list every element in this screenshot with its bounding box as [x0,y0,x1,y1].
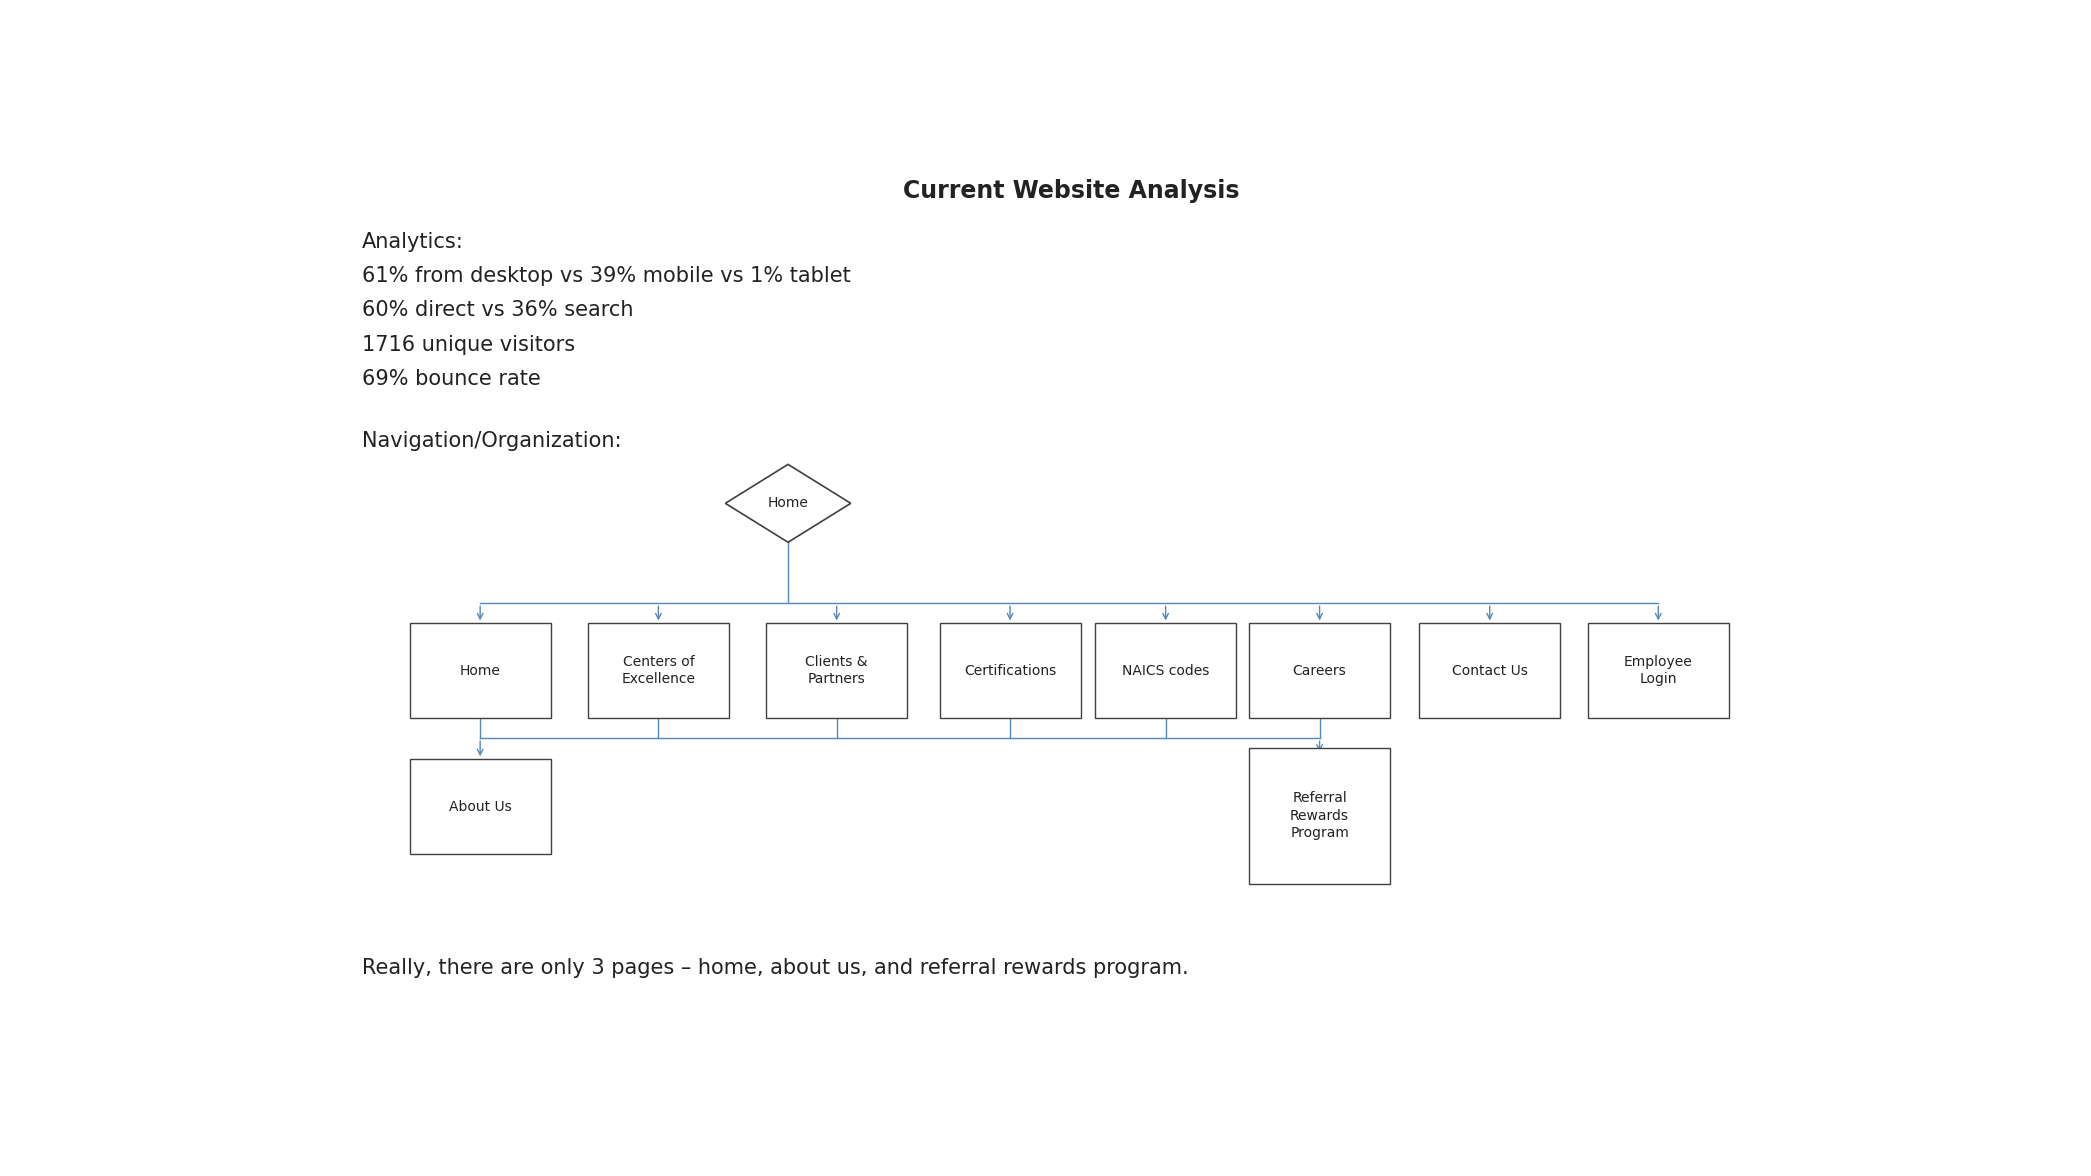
FancyBboxPatch shape [939,623,1081,719]
FancyBboxPatch shape [1248,748,1391,883]
Text: Home: Home [460,663,500,677]
Text: Current Website Analysis: Current Website Analysis [903,179,1240,203]
FancyBboxPatch shape [1248,623,1391,719]
Text: Home: Home [767,496,809,510]
FancyBboxPatch shape [1420,623,1560,719]
Polygon shape [726,465,851,542]
Text: Certifications: Certifications [964,663,1056,677]
Text: Centers of
Excellence: Centers of Excellence [621,655,696,687]
Text: 61% from desktop vs 39% mobile vs 1% tablet: 61% from desktop vs 39% mobile vs 1% tab… [362,266,851,286]
Text: Clients &
Partners: Clients & Partners [805,655,868,687]
FancyBboxPatch shape [765,623,907,719]
Text: 1716 unique visitors: 1716 unique visitors [362,335,575,355]
Text: Analytics:: Analytics: [362,232,464,252]
FancyBboxPatch shape [1096,623,1236,719]
Text: Navigation/Organization:: Navigation/Organization: [362,430,621,450]
FancyBboxPatch shape [588,623,730,719]
Text: 60% direct vs 36% search: 60% direct vs 36% search [362,301,634,321]
FancyBboxPatch shape [410,760,550,854]
Text: Employee
Login: Employee Login [1625,655,1692,687]
Text: About Us: About Us [450,800,512,814]
Text: 69% bounce rate: 69% bounce rate [362,369,542,389]
Text: NAICS codes: NAICS codes [1123,663,1209,677]
Text: Contact Us: Contact Us [1451,663,1529,677]
Text: Careers: Careers [1292,663,1347,677]
FancyBboxPatch shape [410,623,550,719]
FancyBboxPatch shape [1587,623,1729,719]
Text: Really, there are only 3 pages – home, about us, and referral rewards program.: Really, there are only 3 pages – home, a… [362,958,1188,978]
Text: Referral
Rewards
Program: Referral Rewards Program [1290,791,1349,840]
